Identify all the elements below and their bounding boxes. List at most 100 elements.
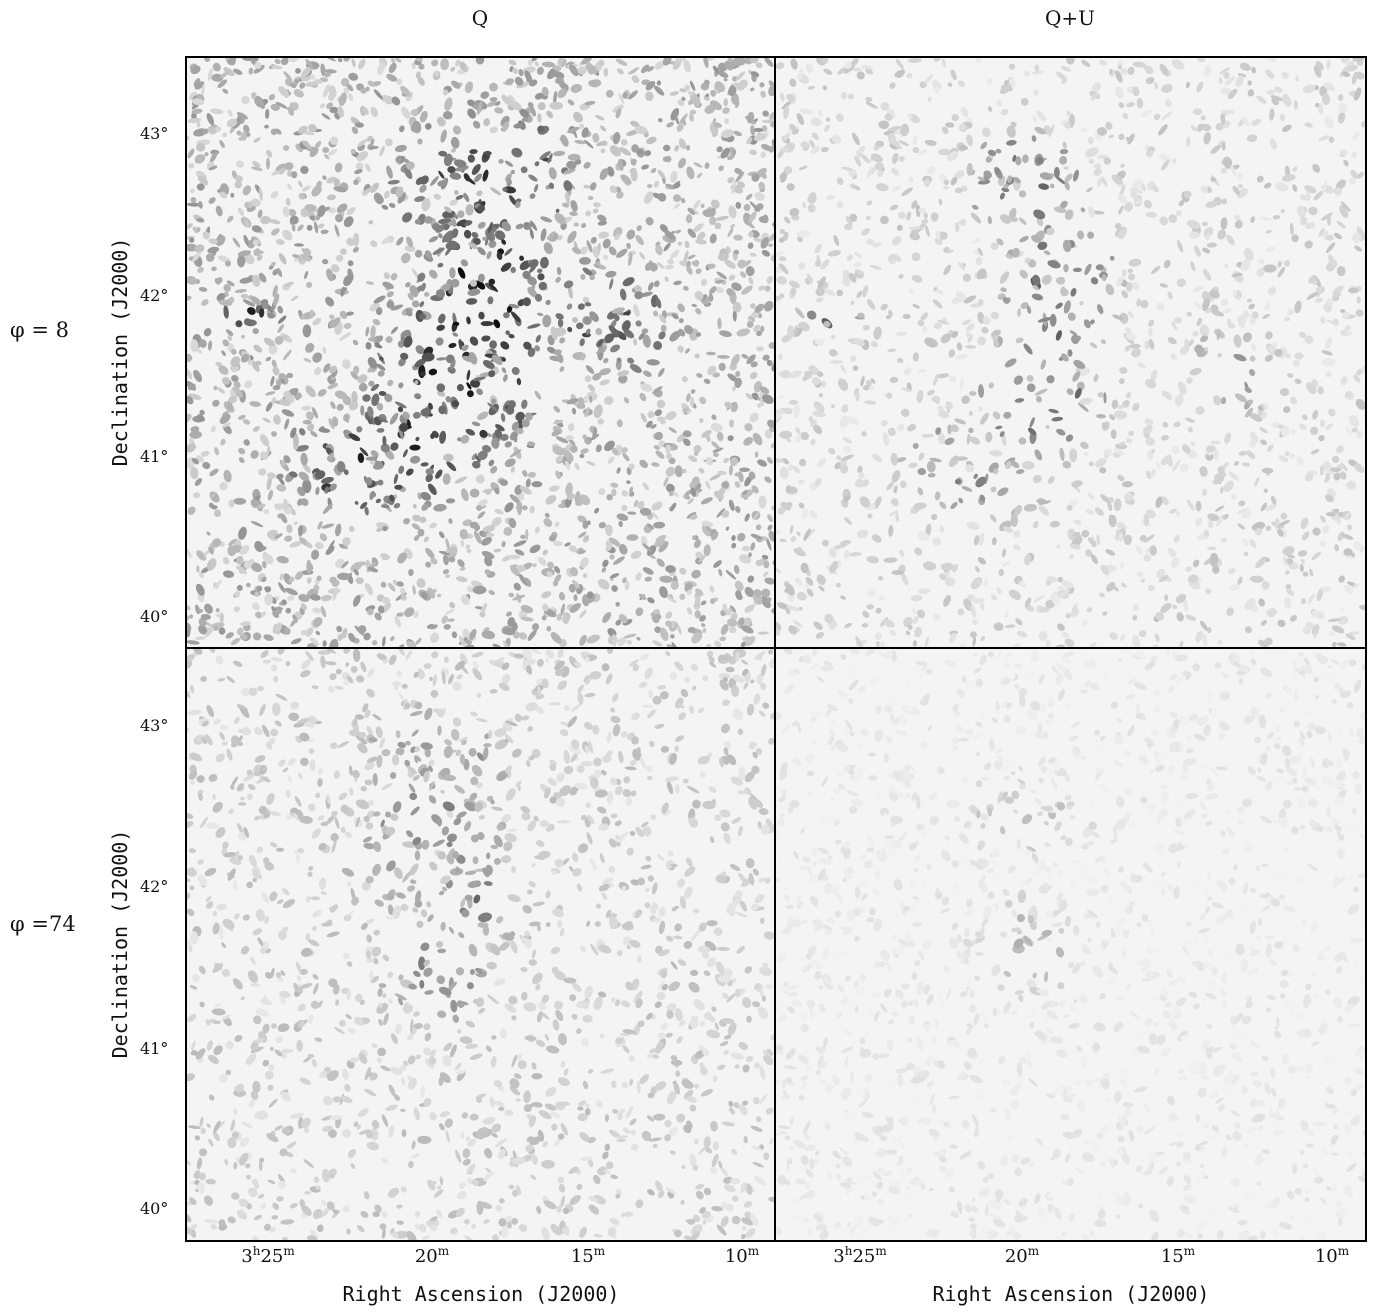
noise-speckle xyxy=(351,58,356,68)
ytick-label: 40° xyxy=(140,1199,169,1218)
noise-speckle xyxy=(444,97,453,111)
noise-speckle xyxy=(701,278,708,286)
noise-speckle xyxy=(465,298,478,305)
noise-speckle xyxy=(283,71,293,82)
noise-speckle xyxy=(186,223,193,230)
noise-speckle xyxy=(650,612,656,617)
noise-speckle xyxy=(420,491,431,501)
noise-speckle xyxy=(242,419,251,425)
noise-speckle xyxy=(693,444,702,453)
noise-speckle xyxy=(684,240,690,249)
noise-speckle xyxy=(1173,421,1181,428)
noise-speckle xyxy=(425,473,433,483)
noise-speckle xyxy=(1168,508,1178,514)
noise-speckle xyxy=(1132,402,1140,412)
noise-speckle xyxy=(709,286,717,295)
noise-speckle xyxy=(652,386,663,394)
noise-speckle xyxy=(502,187,508,192)
noise-speckle xyxy=(634,285,642,293)
noise-speckle xyxy=(748,471,756,480)
noise-speckle xyxy=(440,129,447,143)
noise-speckle xyxy=(704,79,710,85)
noise-speckle xyxy=(331,579,340,587)
noise-speckle xyxy=(690,514,698,520)
noise-speckle xyxy=(257,209,263,219)
noise-speckle xyxy=(515,198,522,203)
noise-speckle xyxy=(687,498,694,505)
noise-speckle xyxy=(271,228,280,236)
noise-speckle xyxy=(494,508,504,515)
noise-speckle xyxy=(659,575,673,583)
noise-speckle xyxy=(251,166,263,171)
noise-speckle xyxy=(1037,241,1048,251)
noise-speckle xyxy=(758,285,766,291)
noise-speckle xyxy=(735,71,746,81)
noise-speckle xyxy=(376,195,384,204)
noise-speckle xyxy=(751,173,760,182)
noise-speckle xyxy=(289,57,300,63)
noise-speckle xyxy=(186,295,192,301)
noise-speckle xyxy=(662,156,672,163)
noise-speckle xyxy=(295,444,309,452)
noise-speckle xyxy=(367,418,372,425)
noise-speckle xyxy=(223,305,229,319)
noise-speckle xyxy=(1340,149,1348,156)
noise-speckle xyxy=(504,441,512,448)
noise-speckle xyxy=(290,295,299,302)
noise-speckle xyxy=(606,542,613,551)
noise-speckle xyxy=(436,116,445,126)
noise-speckle xyxy=(254,61,262,70)
noise-speckle xyxy=(594,507,600,514)
noise-speckle xyxy=(1247,89,1255,97)
noise-speckle xyxy=(260,434,270,447)
noise-speckle xyxy=(767,419,775,428)
noise-speckle xyxy=(753,132,767,142)
noise-speckle xyxy=(300,165,309,175)
noise-speckle xyxy=(900,572,909,586)
noise-speckle xyxy=(594,115,605,121)
noise-speckle xyxy=(649,554,656,560)
noise-speckle xyxy=(376,427,385,433)
noise-speckle xyxy=(343,87,350,94)
noise-speckle xyxy=(487,402,499,412)
noise-speckle xyxy=(897,423,905,432)
noise-speckle xyxy=(690,397,695,408)
noise-speckle xyxy=(656,558,665,567)
noise-speckle xyxy=(300,603,308,610)
noise-speckle xyxy=(290,617,298,627)
noise-speckle xyxy=(218,365,229,375)
noise-speckle xyxy=(328,452,334,461)
noise-speckle xyxy=(577,66,587,75)
noise-speckle xyxy=(197,175,209,186)
noise-speckle xyxy=(317,389,327,397)
ytick-label: 43° xyxy=(140,716,169,735)
noise-speckle xyxy=(585,365,595,374)
noise-speckle xyxy=(731,181,736,194)
noise-speckle xyxy=(396,78,403,85)
noise-speckle xyxy=(580,353,586,361)
noise-speckle xyxy=(457,267,466,279)
noise-speckle xyxy=(666,411,677,420)
noise-speckle xyxy=(437,180,448,187)
noise-speckle xyxy=(737,259,747,269)
noise-speckle xyxy=(456,384,464,392)
noise-speckle xyxy=(223,469,232,483)
noise-speckle xyxy=(640,412,647,423)
noise-speckle xyxy=(734,168,743,175)
noise-speckle xyxy=(509,195,517,206)
noise-speckle xyxy=(406,640,416,648)
noise-speckle xyxy=(755,62,763,69)
noise-speckle xyxy=(714,81,726,93)
noise-speckle xyxy=(757,403,762,408)
noise-speckle xyxy=(511,311,521,323)
noise-speckle xyxy=(617,370,630,377)
noise-speckle xyxy=(581,57,592,65)
noise-speckle xyxy=(508,59,517,66)
noise-speckle xyxy=(236,112,248,120)
noise-speckle xyxy=(213,625,219,631)
noise-speckle xyxy=(433,193,441,200)
noise-speckle xyxy=(756,346,764,352)
noise-speckle xyxy=(370,325,376,339)
noise-speckle xyxy=(377,370,385,377)
noise-speckle xyxy=(549,182,554,190)
